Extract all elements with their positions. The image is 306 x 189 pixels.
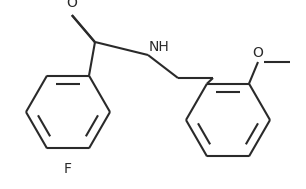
Text: O: O [252,46,263,60]
Text: O: O [67,0,77,10]
Text: F: F [64,162,72,176]
Text: NH: NH [149,40,170,54]
